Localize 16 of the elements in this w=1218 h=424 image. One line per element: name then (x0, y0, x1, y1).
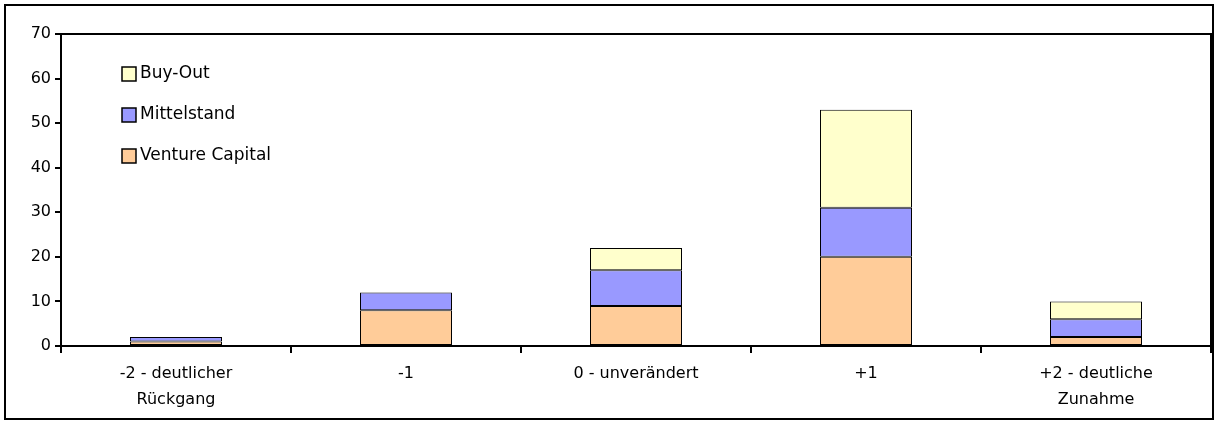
legend-label: Buy-Out (140, 62, 210, 83)
y-tick-label: 60 (30, 67, 51, 87)
x-tick-label: -2 - deutlicher Rückgang (119, 362, 233, 408)
y-tick-label: 30 (30, 201, 51, 221)
y-tick-label: 50 (30, 112, 51, 132)
x-tick-label: 0 - unverändert (573, 362, 699, 382)
y-tick-label: 0 (40, 335, 51, 355)
x-tick-label: -1 (398, 362, 414, 382)
y-tick-label: 20 (30, 246, 51, 266)
x-tick-label: +2 - deutliche Zunahme (1039, 362, 1153, 408)
y-tick-label: 40 (30, 156, 51, 176)
legend-label: Mittelstand (140, 103, 236, 124)
x-tick-label: +1 (854, 362, 878, 382)
y-tick-label: 70 (30, 23, 51, 43)
y-tick-label: 10 (30, 290, 51, 310)
legend-label: Venture Capital (140, 144, 272, 165)
